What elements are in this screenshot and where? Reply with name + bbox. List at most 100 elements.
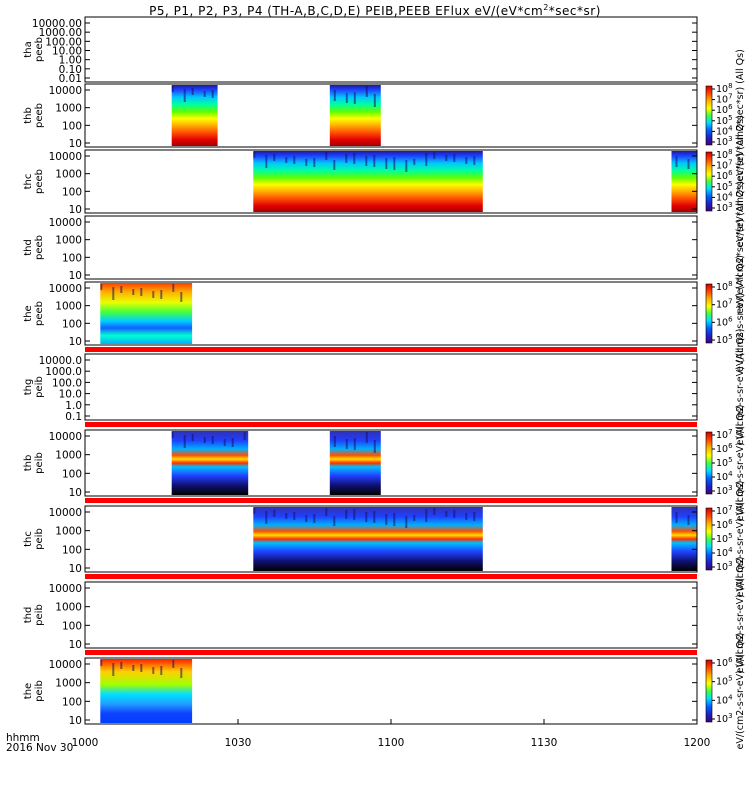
- spectrogram-block: [171, 85, 218, 146]
- y-tick-label: 1000.0: [45, 366, 82, 378]
- panel-frame: [84, 429, 698, 497]
- panel-frame: [84, 281, 698, 346]
- y-tick-label: 10000: [49, 507, 82, 519]
- red-band: [85, 422, 697, 427]
- colorbar-tick-label: 105: [716, 333, 733, 346]
- panel-the-peib: 10000 1000 100 10 the peib 106 105 104 103 eV/(cm2…: [23, 633, 746, 750]
- y-tick-label: 1000: [55, 602, 82, 614]
- panel-probe-label: thb: [23, 107, 34, 124]
- colorbar: [705, 283, 713, 344]
- panel-instrument-label: peeb: [34, 37, 45, 62]
- y-tick-label: 10000: [49, 151, 82, 163]
- y-tick-label: 100: [62, 120, 82, 132]
- y-tick-label: 10: [69, 270, 82, 282]
- y-tick-label: 10: [69, 639, 82, 651]
- red-band: [85, 498, 697, 503]
- colorbar-tick-label: 104: [716, 470, 733, 483]
- y-tick-label: 10000: [49, 659, 82, 671]
- panel-instrument-label: peib: [34, 528, 45, 550]
- panel-probe-label: thg: [23, 379, 34, 396]
- colorbar-tick-label: 106: [716, 315, 733, 328]
- panel-probe-label: the: [23, 305, 34, 321]
- panel-probe-label: thb: [23, 455, 34, 472]
- panel-instrument-label: peib: [34, 604, 45, 626]
- chart-title: P5, P1, P2, P3, P4 (TH-A,B,C,D,E) PEIB,P…: [149, 3, 601, 18]
- red-band: [85, 574, 697, 579]
- colorbar: [705, 151, 713, 212]
- colorbar-unit-label: eV/(cm2-s-sr-eV) (All Qs): [735, 329, 746, 446]
- y-tick-label: 100: [62, 468, 82, 480]
- y-tick-label: 10000: [49, 583, 82, 595]
- y-tick-label: 10: [69, 563, 82, 575]
- y-tick-label: 10000: [49, 217, 82, 229]
- panel-probe-label: the: [23, 683, 34, 699]
- y-tick-label: 1000: [55, 450, 82, 462]
- panel-frame: [84, 83, 698, 148]
- panel-probe-label: thc: [23, 531, 34, 547]
- red-band: [85, 650, 697, 655]
- panel-frame: [84, 581, 698, 649]
- colorbar-unit-label: eV/(cm2-s-sr-eV) (All Qs): [735, 557, 746, 674]
- y-tick-label: 10: [69, 204, 82, 216]
- y-tick-label: 10.0: [59, 389, 82, 401]
- colorbar: [705, 431, 713, 495]
- spectrogram-block: [100, 283, 193, 344]
- colorbar-tick-label: 107: [716, 428, 733, 441]
- x-tick-label: 1130: [531, 737, 558, 749]
- colorbar-tick-label: 103: [716, 484, 733, 497]
- colorbar: [705, 85, 713, 146]
- y-tick-label: 10.00: [52, 46, 82, 58]
- y-tick-label: 10000: [49, 431, 82, 443]
- x-tick-label: 1200: [684, 737, 711, 749]
- panel-instrument-label: peeb: [34, 301, 45, 326]
- y-tick-label: 100: [62, 696, 82, 708]
- spectrogram-block: [171, 431, 249, 495]
- y-tick-label: 0.1: [65, 411, 82, 423]
- y-tick-label: 1000: [55, 678, 82, 690]
- panel-instrument-label: peib: [34, 376, 45, 398]
- spectrogram-block: [253, 151, 483, 212]
- panel-thd-peeb: 10000 1000 100 10 thd peeb eV/(eV*cm2*sec*sr) …: [23, 181, 746, 314]
- colorbar-tick-label: 107: [716, 298, 733, 311]
- y-tick-label: 10: [69, 715, 82, 727]
- colorbar-tick-label: 103: [716, 201, 733, 214]
- y-tick-label: 0.01: [59, 73, 82, 85]
- panel-thd-peib: 10000 1000 100 10 thd peib eV/(cm2-s-sr-eV) (A…: [23, 557, 746, 674]
- panel-probe-label: thd: [23, 607, 34, 624]
- colorbar-tick-label: 105: [716, 675, 733, 688]
- spectrogram-block: [253, 507, 483, 571]
- x-axis-label: hhmm: [6, 732, 40, 744]
- panel-instrument-label: peeb: [34, 235, 45, 260]
- y-tick-label: 10000.0: [39, 355, 82, 367]
- panel-probe-label: thc: [23, 174, 34, 190]
- colorbar-tick-label: 103: [716, 712, 733, 725]
- y-tick-label: 1000: [55, 103, 82, 115]
- x-tick-label: 1030: [225, 737, 252, 749]
- colorbar-tick-label: 104: [716, 693, 733, 706]
- colorbar: [705, 507, 713, 571]
- y-tick-label: 1000: [55, 301, 82, 313]
- colorbar-unit-label: eV/(eV*cm2*sec*sr) (All Qs): [735, 115, 746, 248]
- panel-frame: [84, 353, 698, 421]
- colorbar-tick-label: 104: [716, 546, 733, 559]
- y-tick-label: 100.0: [52, 377, 82, 389]
- y-tick-label: 100: [62, 544, 82, 556]
- y-tick-label: 100.00: [45, 36, 82, 48]
- y-tick-label: 10: [69, 487, 82, 499]
- colorbar-tick-label: 106: [716, 656, 733, 669]
- y-tick-label: 100: [62, 318, 82, 330]
- panel-frame: [84, 215, 698, 280]
- y-tick-label: 10000: [49, 283, 82, 295]
- panel-frame: [84, 149, 698, 214]
- y-tick-label: 1.0: [65, 400, 82, 412]
- panel-frame: [84, 16, 698, 83]
- y-tick-label: 100: [62, 186, 82, 198]
- colorbar-unit-label: eV/(cm2-s-sr-eV) (All Qs): [735, 405, 746, 522]
- panel-instrument-label: peib: [34, 452, 45, 474]
